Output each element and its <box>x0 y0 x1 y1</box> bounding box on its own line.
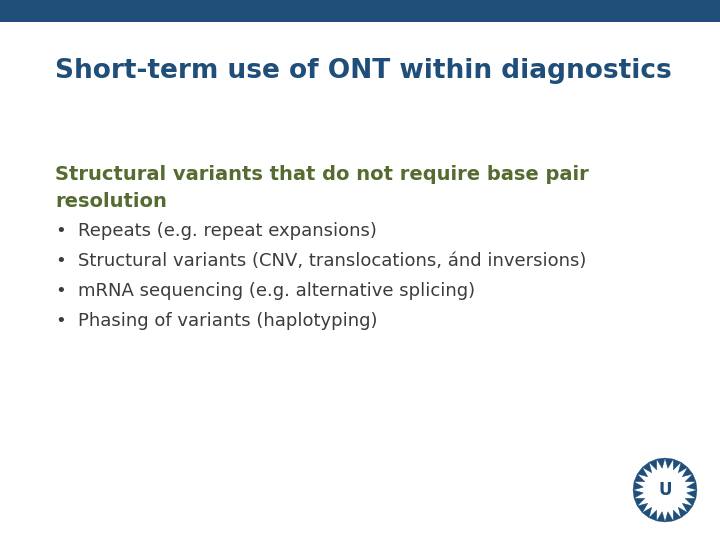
Text: U: U <box>658 481 672 499</box>
Polygon shape <box>634 498 645 506</box>
Text: Phasing of variants (haplotyping): Phasing of variants (haplotyping) <box>78 312 377 330</box>
Polygon shape <box>673 459 681 470</box>
Polygon shape <box>678 462 688 472</box>
Polygon shape <box>633 490 644 498</box>
Polygon shape <box>649 510 657 521</box>
Polygon shape <box>634 474 645 482</box>
Polygon shape <box>683 503 693 512</box>
Polygon shape <box>642 462 652 472</box>
Polygon shape <box>683 468 693 477</box>
Polygon shape <box>665 511 673 522</box>
Polygon shape <box>649 459 657 470</box>
Polygon shape <box>673 510 681 521</box>
Text: Structural variants (CNV, translocations, ánd inversions): Structural variants (CNV, translocations… <box>78 252 586 270</box>
Polygon shape <box>657 458 665 468</box>
Polygon shape <box>637 468 648 477</box>
Text: •: • <box>55 222 66 240</box>
Polygon shape <box>685 474 696 482</box>
Text: •: • <box>55 252 66 270</box>
Text: resolution: resolution <box>55 192 167 211</box>
Text: •: • <box>55 282 66 300</box>
Text: Repeats (e.g. repeat expansions): Repeats (e.g. repeat expansions) <box>78 222 377 240</box>
Polygon shape <box>678 507 688 518</box>
Text: •: • <box>55 312 66 330</box>
Text: Structural variants that do not require base pair: Structural variants that do not require … <box>55 165 589 184</box>
Polygon shape <box>687 482 697 490</box>
Text: mRNA sequencing (e.g. alternative splicing): mRNA sequencing (e.g. alternative splici… <box>78 282 475 300</box>
Polygon shape <box>633 482 644 490</box>
Polygon shape <box>642 507 652 518</box>
Polygon shape <box>665 458 673 468</box>
Bar <box>0 0 720 22</box>
Polygon shape <box>657 511 665 522</box>
Polygon shape <box>637 503 648 512</box>
Polygon shape <box>687 490 697 498</box>
Circle shape <box>644 469 685 511</box>
Text: Short-term use of ONT within diagnostics: Short-term use of ONT within diagnostics <box>55 58 672 84</box>
Polygon shape <box>685 498 696 506</box>
